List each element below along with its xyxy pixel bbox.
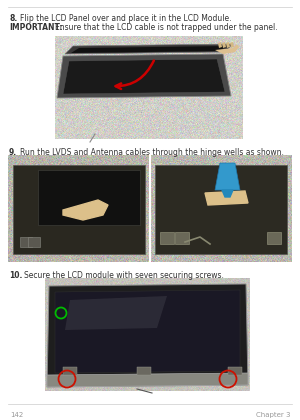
Polygon shape xyxy=(65,44,233,54)
Polygon shape xyxy=(226,42,230,48)
Text: Ensure that the LCD cable is not trapped under the panel.: Ensure that the LCD cable is not trapped… xyxy=(55,23,278,32)
Polygon shape xyxy=(47,284,248,387)
Polygon shape xyxy=(215,163,240,190)
Bar xyxy=(228,367,242,375)
Text: 9.: 9. xyxy=(9,148,17,157)
Polygon shape xyxy=(13,165,145,254)
Polygon shape xyxy=(63,59,225,94)
Text: Run the LVDS and Antenna cables through the hinge wells as shown.: Run the LVDS and Antenna cables through … xyxy=(20,148,284,157)
Text: Chapter 3: Chapter 3 xyxy=(256,412,290,418)
Text: IMPORTANT:: IMPORTANT: xyxy=(9,23,63,32)
Polygon shape xyxy=(222,190,233,197)
Polygon shape xyxy=(155,165,287,254)
Polygon shape xyxy=(63,200,108,220)
Polygon shape xyxy=(55,290,240,373)
Polygon shape xyxy=(230,42,234,48)
Bar xyxy=(28,237,40,247)
Bar xyxy=(175,232,189,244)
Text: Flip the LCD Panel over and place it in the LCD Module.: Flip the LCD Panel over and place it in … xyxy=(20,14,232,23)
Polygon shape xyxy=(47,373,248,387)
Bar xyxy=(267,232,281,244)
Polygon shape xyxy=(222,42,226,48)
Bar xyxy=(160,232,174,244)
Bar xyxy=(38,170,140,225)
Text: 142: 142 xyxy=(10,412,23,418)
Polygon shape xyxy=(57,54,231,98)
Bar xyxy=(63,367,77,375)
Polygon shape xyxy=(65,296,167,330)
Text: 10.: 10. xyxy=(9,271,22,280)
Polygon shape xyxy=(71,46,227,53)
Polygon shape xyxy=(205,191,248,205)
Polygon shape xyxy=(215,44,239,54)
Bar xyxy=(20,237,32,247)
Text: Secure the LCD module with seven securing screws.: Secure the LCD module with seven securin… xyxy=(24,271,224,280)
Polygon shape xyxy=(218,42,222,48)
Bar xyxy=(137,367,151,375)
Text: 8.: 8. xyxy=(9,14,17,23)
